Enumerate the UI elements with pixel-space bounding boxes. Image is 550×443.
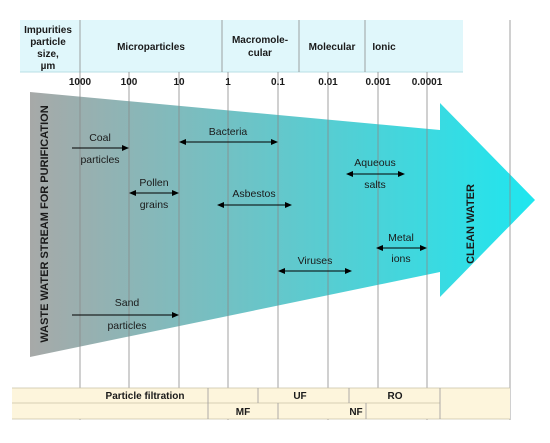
tick-label: 1 [225,77,231,88]
waste-water-label: WASTE WATER STREAM FOR PURIFICATION [39,105,51,342]
header-macromolecular-line-2: cular [248,48,272,59]
tick-label: 100 [121,77,138,88]
impurity-label: Pollen [139,177,168,189]
header-impurities-line-3: size, [37,49,59,60]
header-impurities-line-1: Impurities [24,25,72,36]
tick-label: 10 [173,77,185,88]
impurity-label: grains [140,199,169,211]
impurity-pollen-grains: Pollen grains [129,177,179,211]
header-impurities-line-2: particle [30,37,66,48]
tick-label: 0.0001 [412,77,443,88]
header-band [20,20,463,72]
impurity-sand-particles: Sand particles [72,297,179,332]
process-particle-filtration: Particle filtration [106,391,185,402]
impurity-label: Bacteria [209,126,248,138]
impurity-aqueous-salts: Aqueous salts [346,157,405,191]
process-mf: MF [236,407,250,418]
tick-label: 0.001 [365,77,390,88]
impurity-label: ions [391,253,410,265]
impurity-coal-particles: Coal particles [72,132,129,166]
process-ro: RO [388,391,403,402]
tick-label: 1000 [69,77,92,88]
tick-label: 0.01 [318,77,338,88]
impurity-label: Aqueous [354,157,395,169]
impurity-bacteria: Bacteria [179,126,278,145]
impurity-label: particles [107,320,146,332]
header-microparticles: Microparticles [117,42,185,53]
header-macromolecular-line-1: Macromole- [232,35,288,46]
process-table-band [12,388,510,419]
impurity-label: salts [364,179,386,191]
impurities-size-header: Impurities particle size, µm [24,25,72,72]
process-uf: UF [293,391,306,402]
impurity-label: Sand [115,297,140,309]
header-molecular: Molecular [309,42,356,53]
process-nf: NF [349,407,362,418]
impurity-label: Asbestos [232,188,275,200]
impurity-asbestos: Asbestos [217,188,292,208]
header-impurities-line-4: µm [41,61,56,72]
impurity-label: particles [80,154,119,166]
tick-label: 0.1 [271,77,285,88]
impurity-label: Coal [89,132,111,144]
impurity-metal-ions: Metal ions [376,232,427,265]
impurity-label: Viruses [298,255,333,267]
impurity-viruses: Viruses [278,255,352,274]
process-table: Particle filtration UF RO MF NF [12,387,510,420]
header-ionic: Ionic [372,42,396,53]
impurity-label: Metal [388,232,414,244]
clean-water-label: CLEAN WATER [465,184,477,264]
scale-lines [79,20,511,420]
purification-arrow [30,92,535,357]
scale-tick-labels: 1000 100 10 1 0.1 0.01 0.001 0.0001 [69,77,443,88]
